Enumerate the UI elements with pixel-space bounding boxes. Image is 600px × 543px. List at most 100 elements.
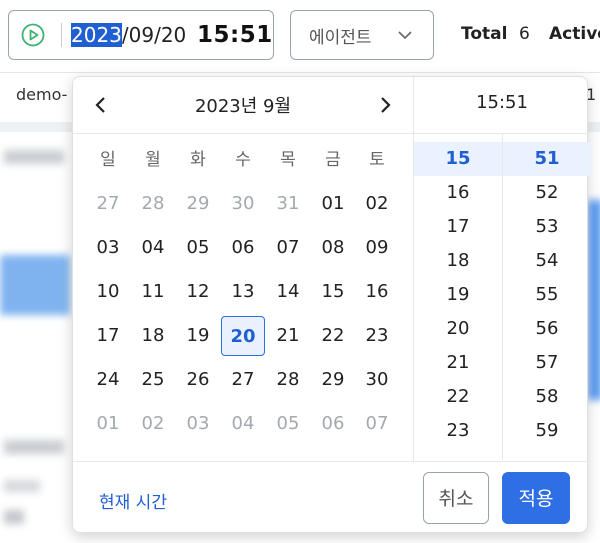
day-cell[interactable]: 29 [321,369,345,390]
hour-option[interactable]: 17 [446,216,470,237]
divider [61,23,62,47]
day-cell[interactable]: 12 [186,281,210,302]
apply-button[interactable]: 적용 [502,472,570,524]
day-cell[interactable]: 05 [186,237,210,258]
minute-option[interactable]: 59 [535,420,559,441]
day-cell[interactable]: 08 [321,237,345,258]
day-cell[interactable]: 21 [276,325,300,346]
day-cell[interactable]: 10 [96,281,120,302]
day-cell-selected[interactable]: 20 [221,316,265,356]
blurred-text [4,150,64,164]
hour-option[interactable]: 18 [446,250,470,271]
day-cell[interactable]: 16 [365,281,389,302]
date-year-selected: 2023 [71,23,122,47]
day-cell[interactable]: 27 [96,193,120,214]
day-cell[interactable]: 06 [321,413,345,434]
chevron-left-icon[interactable] [91,93,111,117]
day-cell[interactable]: 24 [96,369,120,390]
chevron-right-icon[interactable] [375,93,395,117]
day-cell[interactable]: 02 [365,193,389,214]
day-cell[interactable]: 11 [141,281,165,302]
blurred-highlight [0,255,70,315]
day-cell[interactable]: 25 [141,369,165,390]
weekday-label: 목 [280,150,296,170]
row-label: demo- [16,85,68,104]
day-cell[interactable]: 30 [231,193,255,214]
date-text[interactable]: 2023/09/20 [71,22,186,48]
row-count: 1 [586,85,597,104]
day-cell[interactable]: 04 [141,237,165,258]
cancel-button[interactable]: 취소 [423,472,489,524]
datetime-input[interactable]: 2023/09/20 15:51 [8,10,274,60]
agent-dropdown-label: 에이전트 [309,28,372,48]
day-cell[interactable]: 30 [365,369,389,390]
day-cell[interactable]: 22 [321,325,345,346]
day-cell[interactable]: 03 [186,413,210,434]
day-cell[interactable]: 05 [276,413,300,434]
day-cell[interactable]: 28 [141,193,165,214]
minute-option[interactable]: 55 [535,284,559,305]
weekday-label: 금 [325,150,341,170]
day-cell[interactable]: 06 [231,237,255,258]
day-cell[interactable]: 18 [141,325,165,346]
day-cell[interactable]: 23 [365,325,389,346]
hour-option[interactable]: 23 [446,420,470,441]
hour-option[interactable]: 16 [446,182,470,203]
day-cell[interactable]: 09 [365,237,389,258]
datetime-picker: 2023년 9월 15:51 일 월 화 수 목 금 토 27 28 29 30 31 01 02 03 0… [72,76,591,535]
hour-option[interactable]: 19 [446,284,470,305]
day-cell[interactable]: 15 [321,281,345,302]
hour-option[interactable]: 21 [446,352,470,373]
calendar-header: 2023년 9월 [73,77,413,134]
day-cell[interactable]: 19 [186,325,210,346]
time-header: 15:51 [413,77,590,134]
hour-list[interactable]: 15 16 17 18 19 20 21 22 23 [414,134,503,460]
play-circle-icon[interactable] [21,23,45,47]
minute-option[interactable]: 58 [535,386,559,407]
minute-list[interactable]: 51 52 53 54 55 56 57 58 59 [503,134,591,460]
weekday-label: 월 [145,150,161,170]
minute-option[interactable]: 56 [535,318,559,339]
day-cell[interactable]: 03 [96,237,120,258]
minute-option-selected[interactable]: 51 [503,142,591,176]
day-cell[interactable]: 02 [141,413,165,434]
picker-footer: 현재 시간 취소 적용 [73,461,589,535]
day-cell[interactable]: 27 [231,369,255,390]
minute-option[interactable]: 53 [535,216,559,237]
day-cell[interactable]: 26 [186,369,210,390]
minute-option[interactable]: 57 [535,352,559,373]
agent-dropdown[interactable]: 에이전트 [290,10,434,60]
divider [413,133,414,461]
day-cell[interactable]: 31 [276,193,300,214]
minute-option[interactable]: 54 [535,250,559,271]
date-month-day: /09/20 [121,23,187,47]
chevron-down-icon [398,31,412,40]
weekday-label: 일 [100,150,116,170]
day-cell[interactable]: 13 [231,281,255,302]
hour-option[interactable]: 22 [446,386,470,407]
total-count: 6 [519,24,530,44]
day-cell[interactable]: 29 [186,193,210,214]
weekday-label: 화 [190,150,206,170]
active-label: Active [549,24,600,44]
month-title: 2023년 9월 [194,96,292,117]
blurred-highlight [588,200,600,400]
day-cell[interactable]: 04 [231,413,255,434]
day-cell[interactable]: 17 [96,325,120,346]
blurred-text [4,510,24,524]
day-cell[interactable]: 07 [365,413,389,434]
day-cell[interactable]: 14 [276,281,300,302]
day-cell[interactable]: 01 [96,413,120,434]
day-cell[interactable]: 07 [276,237,300,258]
blurred-text [4,440,64,454]
current-time-link[interactable]: 현재 시간 [99,493,167,513]
time-text[interactable]: 15:51 [197,22,273,48]
minute-option[interactable]: 52 [535,182,559,203]
hour-option[interactable]: 20 [446,318,470,339]
day-cell[interactable]: 28 [276,369,300,390]
weekday-label: 토 [369,150,385,170]
weekday-label: 수 [235,150,251,170]
toolbar: 2023/09/20 15:51 에이전트 Total 6 Active [0,0,600,73]
day-cell[interactable]: 01 [321,193,345,214]
hour-option-selected[interactable]: 15 [414,142,502,176]
